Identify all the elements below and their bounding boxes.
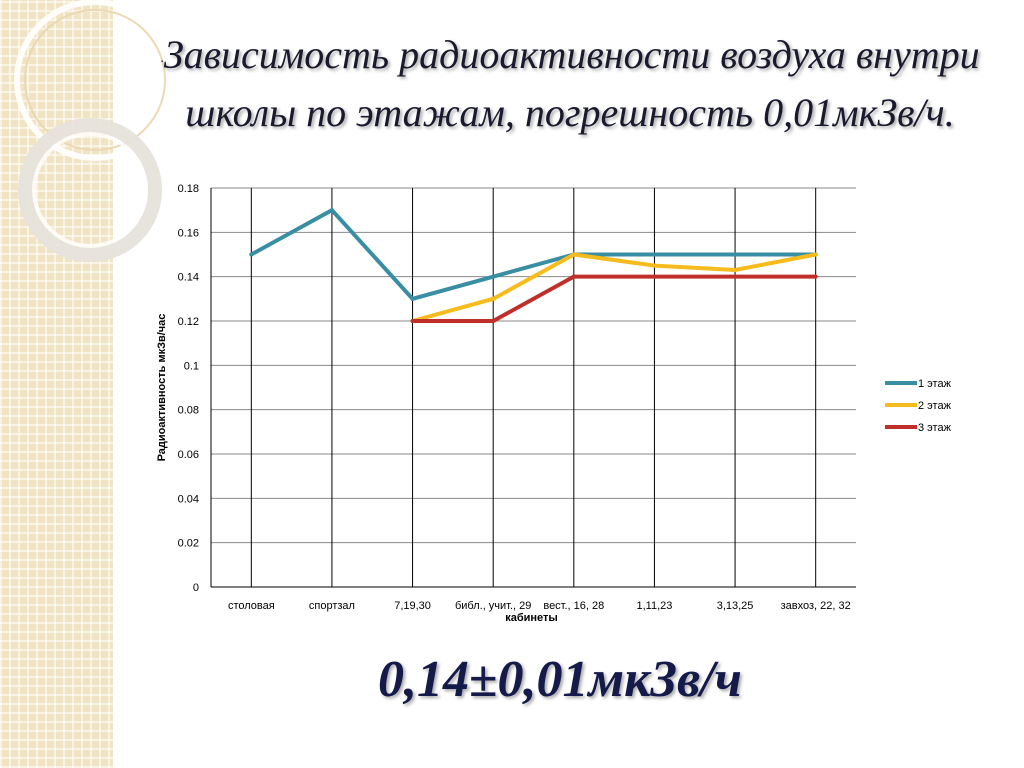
data-point xyxy=(491,319,496,323)
y-tick-label: 0 xyxy=(193,582,199,594)
data-point xyxy=(249,252,254,257)
x-tick-label: столовая xyxy=(228,600,275,612)
data-point xyxy=(813,274,818,279)
x-tick-label: 3,13,25 xyxy=(717,600,754,612)
series-line-2 xyxy=(412,252,817,323)
y-tick-label: 0.02 xyxy=(178,538,199,550)
data-point xyxy=(491,296,496,301)
decorative-rings xyxy=(14,0,176,262)
x-tick-label: завхоз, 22, 32 xyxy=(781,600,851,612)
data-point xyxy=(652,252,657,257)
data-point xyxy=(652,263,657,268)
legend-label: 1 этаж xyxy=(918,378,952,390)
legend-label: 3 этаж xyxy=(918,422,952,434)
x-tick-label: спортзал xyxy=(309,600,355,612)
data-point xyxy=(329,208,334,213)
data-point xyxy=(813,252,818,257)
result-value: 0,14±0,01мкЗв/ч xyxy=(378,651,742,708)
y-tick-label: 0.14 xyxy=(178,272,199,284)
data-point xyxy=(652,274,657,279)
x-axis-title: кабинеты xyxy=(505,612,558,624)
y-tick-label: 0.16 xyxy=(178,227,199,239)
y-tick-label: 0.1 xyxy=(184,360,199,372)
y-tick-label: 0.04 xyxy=(178,493,199,505)
x-tick-label: вест., 16, 28 xyxy=(543,600,604,612)
slide-title: .Зависимость радиоактивности воздуха вну… xyxy=(150,28,990,140)
x-tick-label: 1,11,23 xyxy=(636,600,672,612)
data-point xyxy=(410,319,415,323)
data-point xyxy=(571,274,576,279)
title-text: Зависимость радиоактивности воздуха внут… xyxy=(163,32,980,135)
x-tick-label: библ., учит., 29 xyxy=(455,600,531,612)
y-tick-label: 0.12 xyxy=(178,316,199,328)
title-bullet: . xyxy=(160,50,164,66)
data-point xyxy=(571,252,576,257)
data-point xyxy=(410,296,415,301)
data-point xyxy=(733,274,738,279)
data-point xyxy=(733,268,738,273)
data-point xyxy=(491,274,496,279)
y-tick-label: 0.18 xyxy=(178,183,199,195)
legend-label: 2 этаж xyxy=(918,400,952,412)
data-point xyxy=(733,252,738,257)
radioactivity-line-chart: 0 0.02 0.04 0.06 0.08 0.1 0.12 0.14 0.16 0.18 стол… xyxy=(156,183,952,624)
y-axis-title: Радиоактивность мкЗв/час xyxy=(156,314,168,462)
series-line-1 xyxy=(250,207,816,302)
y-tick-label: 0.08 xyxy=(178,405,199,417)
series-line-3 xyxy=(412,274,816,323)
y-tick-label: 0.06 xyxy=(178,449,199,461)
x-tick-label: 7,19,30 xyxy=(394,600,431,612)
